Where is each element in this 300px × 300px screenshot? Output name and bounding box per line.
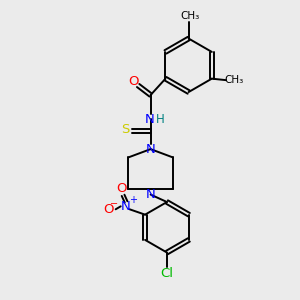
Text: −: − [110,199,118,209]
Text: O: O [116,182,127,195]
Text: H: H [156,113,164,126]
Text: Cl: Cl [160,267,173,280]
Text: O: O [128,74,139,88]
Text: N: N [121,200,131,213]
Text: S: S [122,123,130,136]
Text: O: O [103,203,113,216]
Text: CH₃: CH₃ [224,75,244,85]
Text: CH₃: CH₃ [181,11,200,21]
Text: N: N [145,113,155,126]
Text: N: N [146,188,155,201]
Text: +: + [129,195,136,206]
Text: N: N [146,142,155,156]
